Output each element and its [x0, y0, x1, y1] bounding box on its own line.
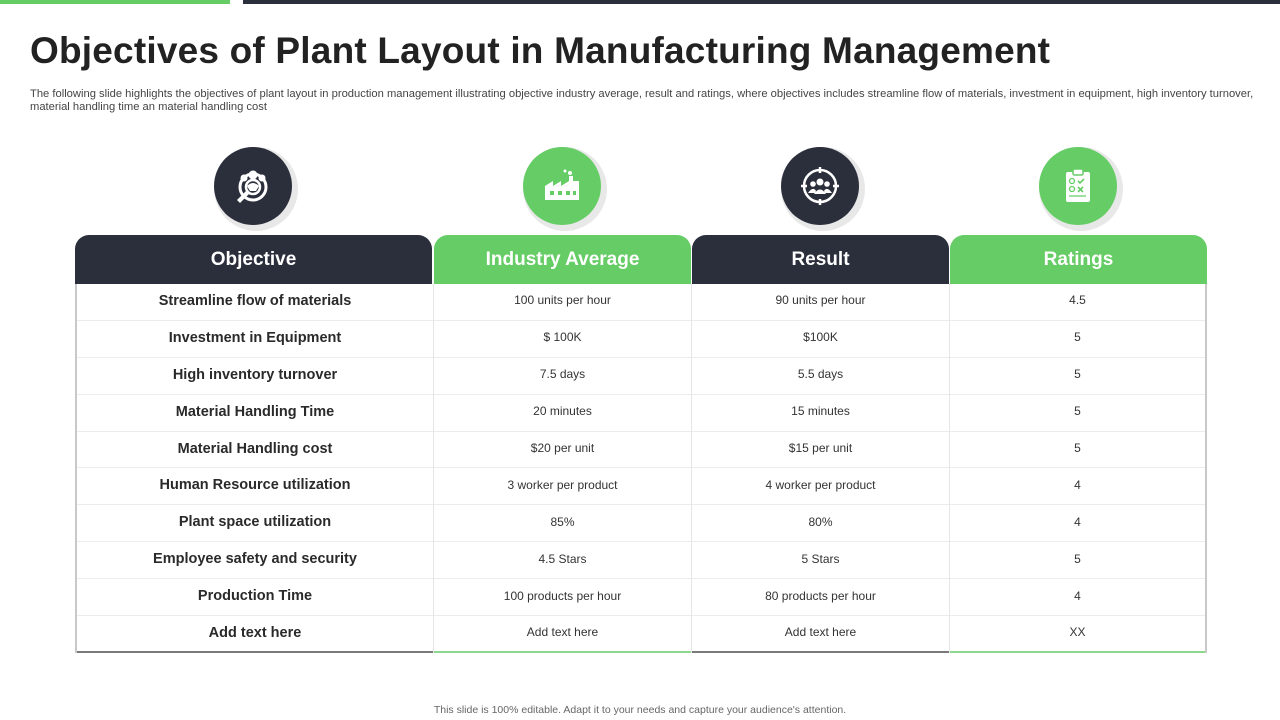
rating-cell: 5: [950, 542, 1205, 580]
objective-cell: Production Time: [77, 579, 433, 617]
result-cell: Add text here: [692, 616, 949, 653]
column-bottom-rule: [950, 651, 1205, 653]
column-header-result: Result: [692, 235, 949, 284]
rating-cell: 4.5: [950, 284, 1205, 321]
industry-average-column: 100 units per hour $ 100K 7.5 days 20 mi…: [433, 284, 691, 653]
industry-average-cell: 100 units per hour: [434, 284, 691, 321]
rating-cell: 4: [950, 579, 1205, 617]
rating-cell: 5: [950, 395, 1205, 432]
result-cell: 90 units per hour: [692, 284, 949, 321]
group-target-icon: [801, 167, 839, 205]
page-subtitle: The following slide highlights the objec…: [30, 88, 1254, 113]
objective-cell: Plant space utilization: [77, 505, 433, 543]
ratings-column: 4.5 5 5 5 5 4 4 5 4 XX: [949, 284, 1207, 653]
result-column: 90 units per hour $100K 5.5 days 15 minu…: [691, 284, 949, 653]
industry-average-cell: $20 per unit: [434, 432, 691, 469]
objective-cell: Human Resource utilization: [77, 468, 433, 506]
result-cell: $15 per unit: [692, 432, 949, 469]
top-accent-bar-dark: [243, 0, 1280, 4]
page-title: Objectives of Plant Layout in Manufactur…: [30, 30, 1051, 71]
objective-cell: Streamline flow of materials: [77, 284, 433, 321]
objective-icon-badge: [214, 147, 298, 231]
objective-cell: Investment in Equipment: [77, 321, 433, 358]
rating-cell: XX: [950, 616, 1205, 653]
rating-cell: 4: [950, 505, 1205, 543]
industry-average-cell: 3 worker per product: [434, 468, 691, 506]
objective-cell: Material Handling cost: [77, 432, 433, 469]
team-target-icon: [237, 170, 268, 203]
column-header-ratings: Ratings: [950, 235, 1207, 284]
industry-average-cell: 4.5 Stars: [434, 542, 691, 580]
rating-cell: 4: [950, 468, 1205, 506]
result-cell: 4 worker per product: [692, 468, 949, 506]
objective-cell: Material Handling Time: [77, 395, 433, 432]
top-accent-bar-green: [0, 0, 230, 4]
footer-note: This slide is 100% editable. Adapt it to…: [433, 704, 847, 716]
industry-average-cell: 7.5 days: [434, 358, 691, 395]
objective-cell: High inventory turnover: [77, 358, 433, 395]
factory-icon: [545, 169, 579, 200]
result-cell: 5 Stars: [692, 542, 949, 580]
result-cell: 80 products per hour: [692, 579, 949, 617]
result-cell: 80%: [692, 505, 949, 543]
ratings-icon-badge: [1039, 147, 1123, 231]
industry-average-cell: Add text here: [434, 616, 691, 653]
objective-cell: Add text here: [77, 616, 433, 653]
industry-average-cell: $ 100K: [434, 321, 691, 358]
rating-cell: 5: [950, 432, 1205, 469]
column-header-objective: Objective: [75, 235, 432, 284]
checklist-icon: [1066, 168, 1090, 202]
result-cell: $100K: [692, 321, 949, 358]
industry-icon-badge: [523, 147, 607, 231]
result-cell: 15 minutes: [692, 395, 949, 432]
objective-cell: Employee safety and security: [77, 542, 433, 580]
industry-average-cell: 85%: [434, 505, 691, 543]
industry-average-cell: 100 products per hour: [434, 579, 691, 617]
rating-cell: 5: [950, 358, 1205, 395]
column-bottom-rule: [692, 651, 949, 653]
industry-average-cell: 20 minutes: [434, 395, 691, 432]
rating-cell: 5: [950, 321, 1205, 358]
result-icon-badge: [781, 147, 865, 231]
column-bottom-rule: [434, 651, 691, 653]
column-header-industry-average: Industry Average: [434, 235, 691, 284]
column-bottom-rule: [77, 651, 433, 653]
objective-column: Streamline flow of materials Investment …: [75, 284, 433, 653]
result-cell: 5.5 days: [692, 358, 949, 395]
